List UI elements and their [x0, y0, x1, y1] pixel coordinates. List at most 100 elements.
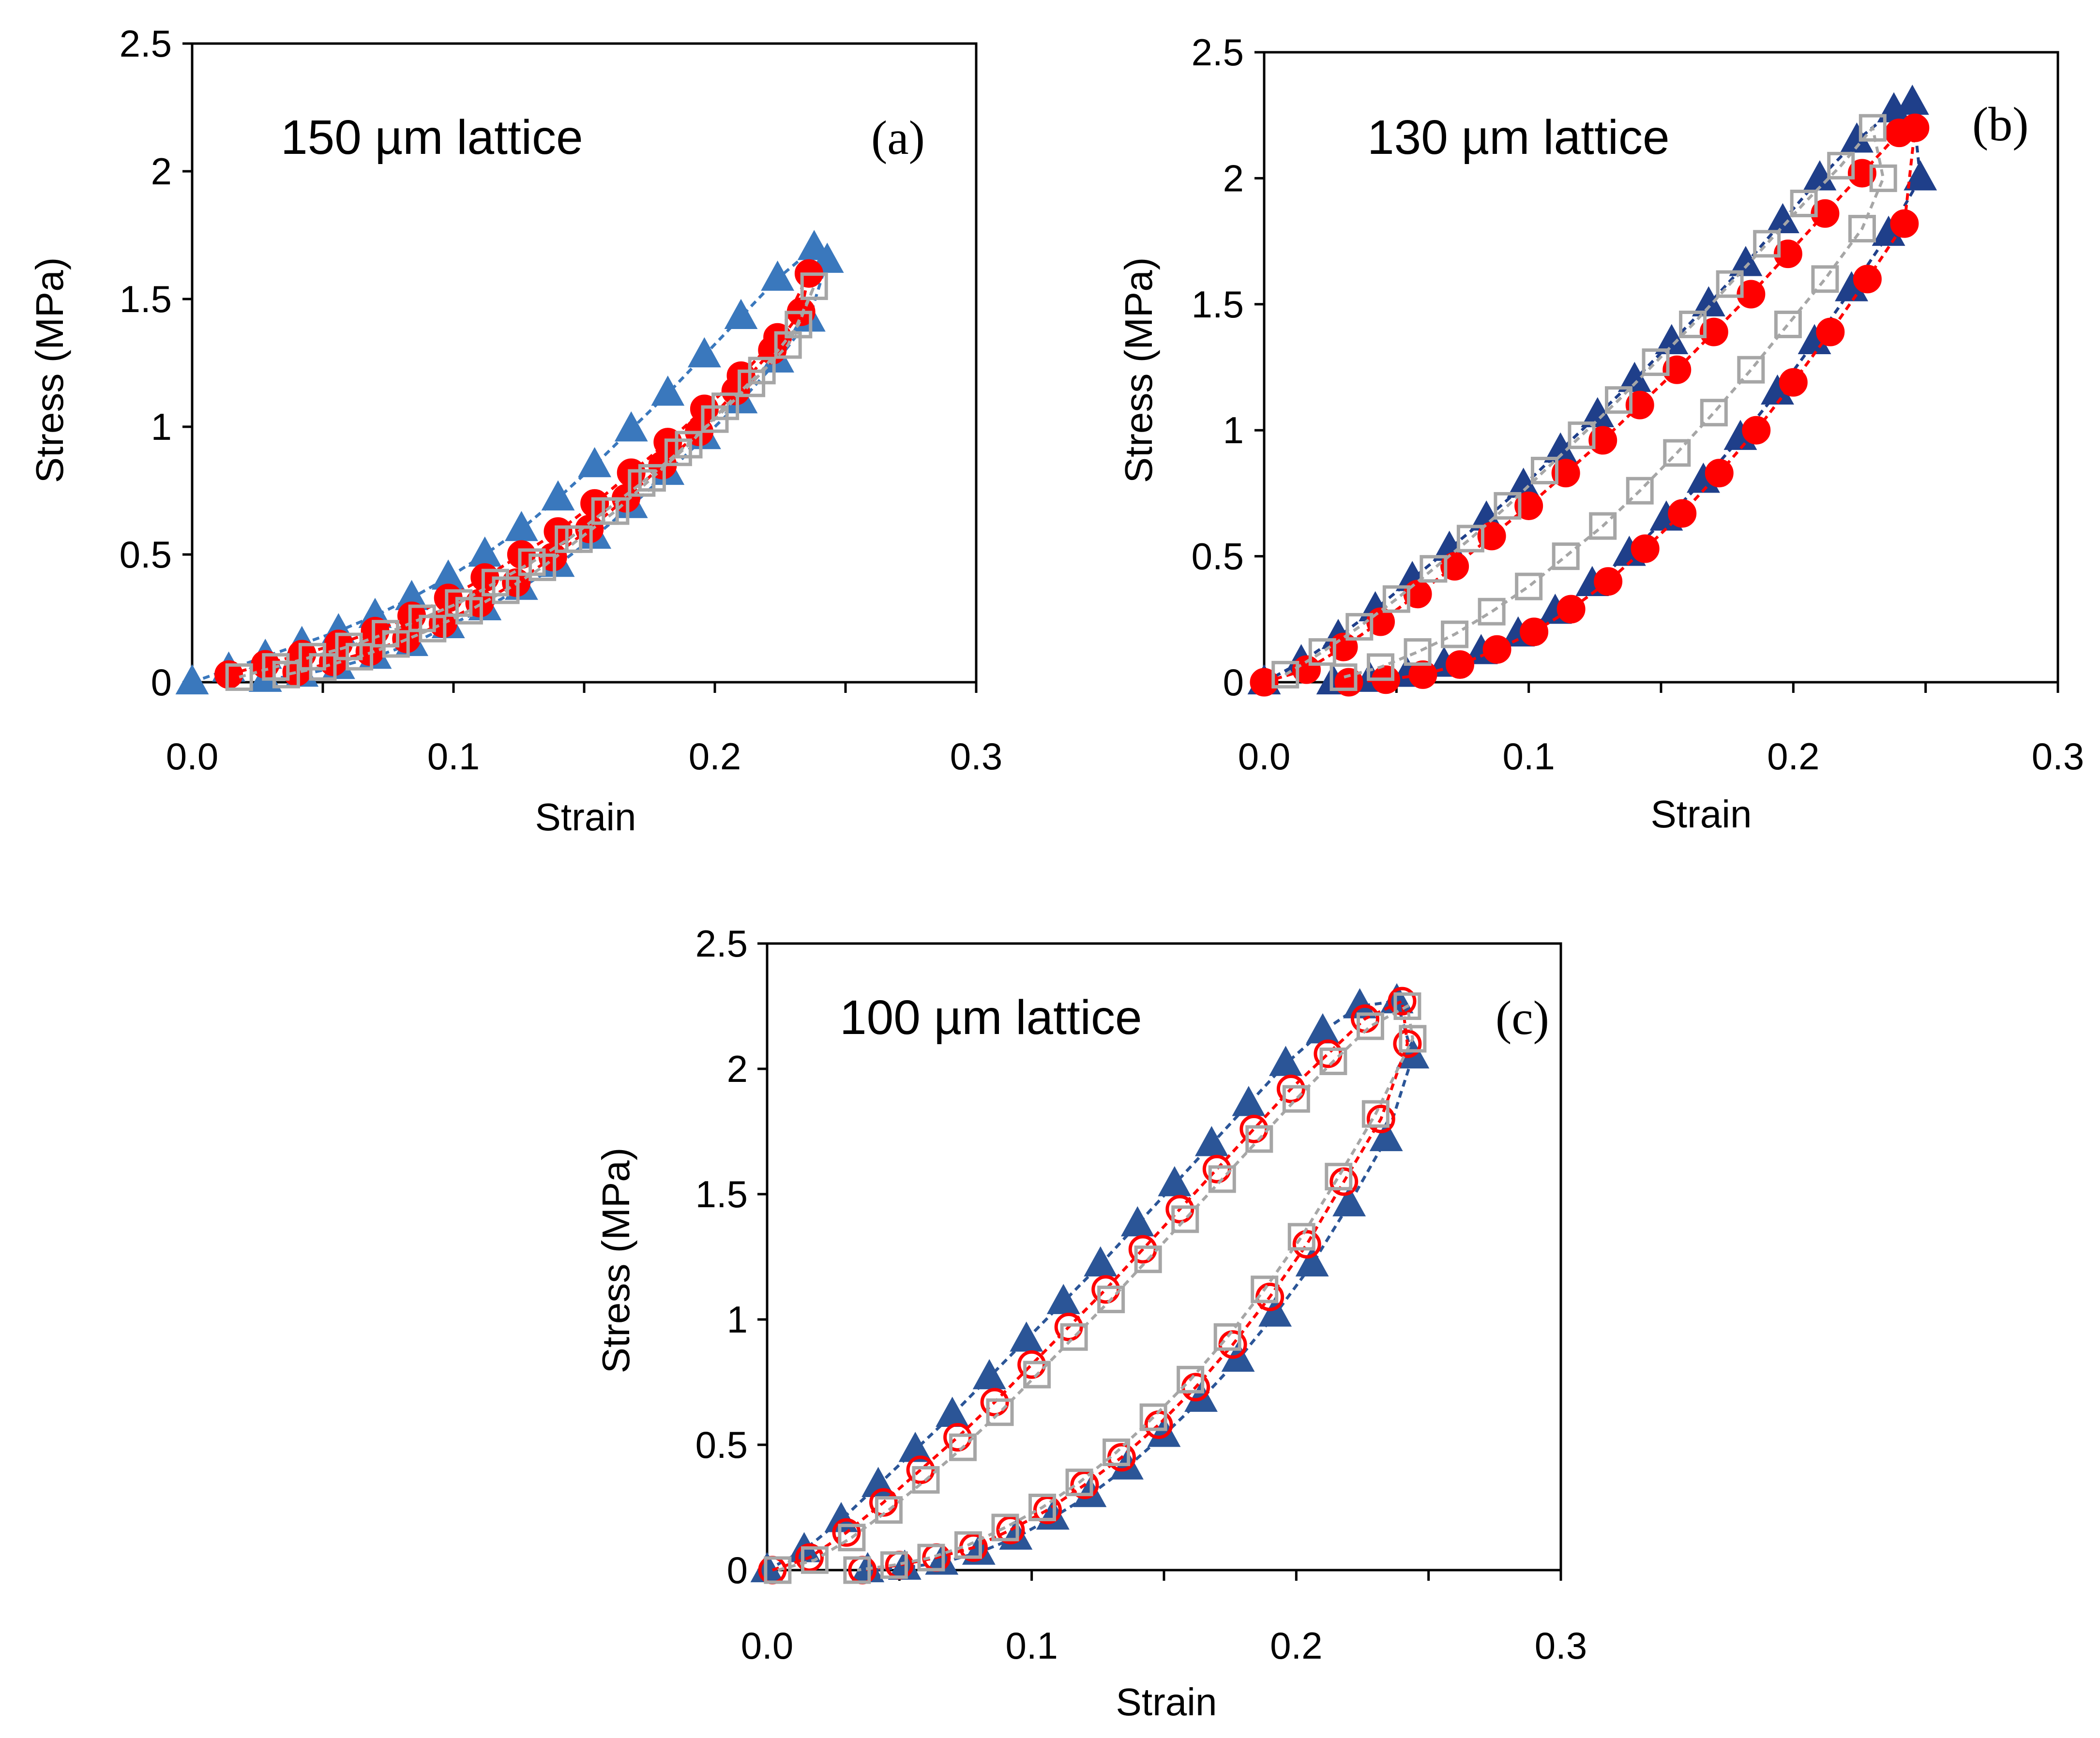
panel-a-series-1-point — [541, 480, 575, 510]
panel-a-series-3-point — [565, 525, 593, 553]
panel-c-series-3-point — [1399, 1025, 1427, 1053]
panel-c-series-3-point — [912, 1466, 940, 1494]
panel-b-series-3-point — [1345, 613, 1374, 641]
panel-b-series-2-point — [1514, 491, 1543, 520]
panel-c-series-3-point — [1134, 1245, 1162, 1274]
panel-c-inset-label: 100 µm lattice — [840, 990, 1142, 1045]
panel-b-series-2-point — [1668, 499, 1697, 528]
panel-c-series-3-point — [880, 1551, 908, 1579]
panel-a-series-1-point — [468, 536, 502, 567]
panel-b-series-2-point — [1742, 416, 1771, 445]
panel-c-series-2-point — [1017, 1350, 1046, 1379]
panel-c-series-2-point — [1314, 1039, 1343, 1068]
panel-c-series-1-point — [1232, 1086, 1266, 1116]
panel-b-series-2-point — [1477, 522, 1506, 551]
panel-b-series-3-point — [1568, 421, 1596, 449]
panel-b-series-2-point — [1662, 355, 1692, 384]
panel-c-series-3-point — [1171, 1205, 1199, 1233]
panel-c-y-tick-label: 2 — [727, 1048, 748, 1090]
panel-c-series-1-point — [1194, 1126, 1228, 1156]
panel-c-series-1-point — [1332, 1186, 1366, 1216]
panel-c-series-2-point — [1202, 1154, 1231, 1184]
panel-a-series-3-point — [455, 597, 483, 625]
panel-b-series-3-point — [1589, 512, 1617, 540]
panel-c-series-3-point — [954, 1531, 982, 1559]
panel-b-series-1-point — [1729, 246, 1763, 276]
panel-b-series-3-point — [1404, 638, 1432, 666]
panel-b-series-3-point — [1308, 638, 1336, 666]
panel-a-series-3-line — [239, 285, 816, 679]
panel-c-series-2-point — [1091, 1275, 1120, 1304]
panel-a-series-1-point — [504, 510, 538, 541]
panel-b-series-3-point — [1774, 310, 1802, 338]
panel-a-x-tick-label: 0.0 — [166, 735, 218, 778]
panel-a-series-1-line — [192, 246, 829, 684]
panel-b-series-3-point — [1858, 114, 1887, 142]
panel-a-series-3-point — [346, 643, 374, 671]
panel-c-series-1-point — [1369, 1121, 1403, 1152]
panel-c-y-tick-label: 0 — [727, 1549, 748, 1591]
panel-c-x-tick-label: 0.0 — [741, 1624, 793, 1667]
panel-a-series-1-point — [578, 447, 612, 478]
panel-c-series-1-point — [1295, 1246, 1329, 1277]
panel-b-series-3-point — [1811, 265, 1839, 293]
panel-a-letter: (a) — [871, 111, 925, 165]
panel-c-series-3-point — [764, 1556, 792, 1584]
panel-a-series-3-point — [602, 497, 630, 525]
panel-a-series-3-point — [675, 431, 703, 459]
panel-c-series-2-point — [980, 1388, 1009, 1417]
panel-c-series-3-point — [991, 1513, 1019, 1542]
panel-c-y-axis-label: Stress (MPa) — [594, 1148, 637, 1374]
panel-c-x-tick-label: 0.3 — [1535, 1624, 1587, 1667]
panel-a-y-tick-label: 1.5 — [120, 278, 172, 320]
panel-b-x-axis-label: Strain — [1651, 793, 1752, 836]
panel-c-series-3-line — [777, 1004, 1415, 1572]
panel-a-series-3-point — [225, 663, 253, 691]
panel-b-x-tick-label: 0.2 — [1767, 735, 1819, 778]
panel-c-series-3-point — [1356, 1012, 1384, 1040]
panel-b-series-2-point — [1811, 199, 1840, 228]
panel-c-series-2-point — [996, 1515, 1025, 1544]
panel-b-series-3-point — [1737, 356, 1765, 384]
panel-b-series-3-point — [1700, 399, 1728, 427]
panel-c-series-3-point — [1028, 1494, 1057, 1521]
panel-c-series-2-point — [795, 1543, 824, 1572]
panel-a-x-tick-label: 0.1 — [427, 735, 480, 778]
panel-b-y-tick-label: 1 — [1223, 409, 1244, 451]
panel-b-series-2-point — [1440, 552, 1469, 581]
panel-a-series-3-point — [419, 614, 447, 643]
panel-c-series-2-point — [1070, 1470, 1099, 1499]
panel-b-series-3-point — [1478, 598, 1506, 626]
panel-b-y-tick-label: 2.5 — [1192, 31, 1244, 74]
panel-b-series-1-point — [1692, 286, 1725, 316]
panel-a-inset-label: 150 µm lattice — [281, 110, 583, 165]
panel-b-inset-label: 130 µm lattice — [1367, 110, 1670, 165]
panel-c-series-1-point — [1010, 1321, 1043, 1352]
panel-c-series-2-point — [1366, 1105, 1395, 1134]
panel-a-series-2-line — [228, 272, 811, 676]
panel-c-series-2-point — [1329, 1167, 1359, 1196]
panel-c-series-2-point — [832, 1518, 861, 1547]
panel-c-series-3-point — [1319, 1047, 1347, 1075]
panel-c-series-1-point — [972, 1359, 1006, 1390]
panel-b-series-3-point — [1441, 620, 1469, 648]
panel-c-series-2-point — [1388, 987, 1417, 1016]
panel-c-letter: (c) — [1496, 991, 1549, 1045]
panel-b-series-1-point — [1904, 160, 1937, 191]
panel-c-series-2-point — [1276, 1074, 1305, 1103]
panel-c-series-1-point — [1306, 1013, 1340, 1044]
panel-c-series-2-point — [943, 1423, 972, 1452]
panel-a-series-1-point — [687, 337, 721, 368]
panel-c-series-3-point — [1139, 1403, 1167, 1431]
panel-b-series-3-point — [1753, 230, 1781, 258]
panel-b-series-3-point — [1530, 457, 1558, 485]
panel-c-chart: 100 µm lattice (c) Strain Stress (MPa) 0… — [594, 922, 1587, 1723]
panel-b-series-2-point — [1482, 635, 1511, 664]
panel-c-series-3-point — [1282, 1085, 1310, 1113]
panel-b-series-3-point — [1716, 270, 1744, 298]
panel-a-series-3-point — [800, 272, 828, 300]
panel-b-y-tick-label: 0.5 — [1192, 535, 1244, 578]
panel-b-series-2-line — [1264, 125, 1917, 684]
panel-b-series-2-point — [1408, 660, 1437, 689]
